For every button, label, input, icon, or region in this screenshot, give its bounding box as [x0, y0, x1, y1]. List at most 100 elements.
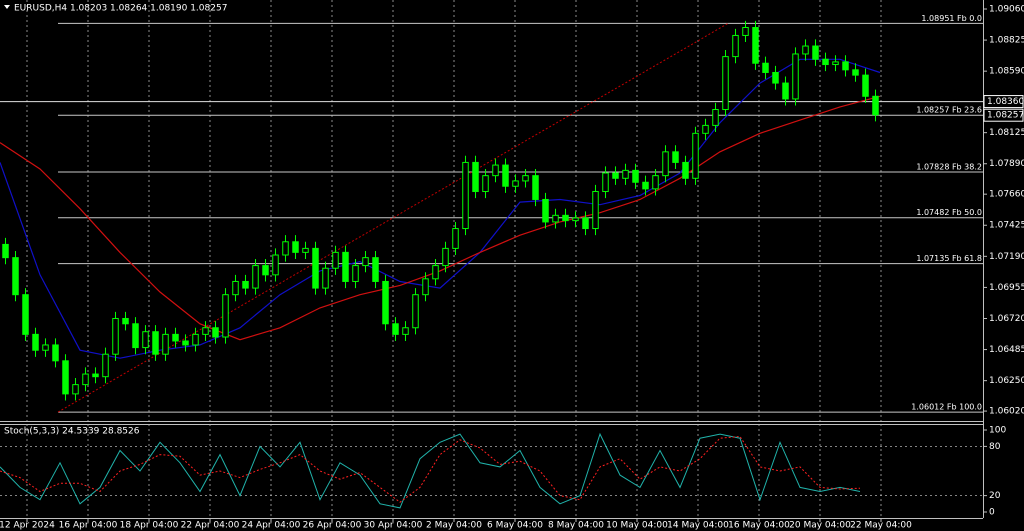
candle-body	[82, 373, 89, 386]
candle-body	[472, 161, 479, 193]
fib-label: 1.08257 Fb 23.6	[916, 106, 982, 115]
fib-label: 1.07828 Fb 38.2	[916, 162, 982, 171]
y-tick-label: 1.06720	[989, 314, 1024, 324]
y-tick-label: 1.06485	[989, 345, 1024, 355]
price-box-label: 1.08360	[987, 97, 1024, 107]
candle-body	[652, 175, 659, 190]
candle-body	[72, 384, 79, 395]
candle-body	[92, 373, 99, 378]
y-tick-label: 1.06955	[989, 283, 1024, 293]
candle-body	[242, 280, 249, 289]
candle-body	[432, 265, 439, 280]
candle-body	[62, 360, 69, 395]
candle-body	[682, 161, 689, 179]
candle-body	[502, 164, 509, 187]
candle-body	[832, 61, 839, 66]
candle-body	[172, 333, 179, 342]
candle-body	[382, 280, 389, 325]
candle-body	[712, 109, 719, 126]
candle-body	[482, 175, 489, 193]
candle-body	[42, 344, 49, 351]
y-tick-label: 1.08125	[989, 128, 1024, 138]
moving-average	[0, 58, 881, 359]
candle-body	[342, 251, 349, 282]
candle-body	[312, 247, 319, 289]
candle-body	[632, 169, 639, 183]
fib-label: 1.07135 Fb 61.8	[916, 254, 982, 263]
x-tick-label: 20 May 04:00	[789, 521, 851, 531]
candle-body	[132, 323, 139, 349]
candle-body	[702, 124, 709, 134]
candle-body	[272, 254, 279, 276]
candle-body	[122, 317, 129, 325]
candle-body	[772, 71, 779, 84]
candle-body	[12, 257, 19, 296]
candle-body	[812, 45, 819, 60]
candle-body	[22, 294, 29, 335]
y-tick-label: 80	[989, 442, 1001, 452]
y-tick-label: 1.07660	[989, 190, 1024, 200]
candle-body	[252, 265, 259, 289]
candle-body	[462, 161, 469, 230]
candle-body	[222, 294, 229, 338]
candle-body	[782, 82, 789, 100]
x-tick-label: 18 Apr 04:00	[120, 521, 179, 531]
candle-body	[512, 180, 519, 187]
candle-body	[362, 257, 369, 267]
candle-body	[692, 132, 699, 179]
candle-body	[212, 327, 219, 338]
candle-body	[282, 241, 289, 256]
candle-body	[622, 169, 629, 179]
bid-label: 1.08257	[987, 111, 1024, 121]
candle-body	[322, 267, 329, 289]
indicator-title: Stoch(5,3,3) 24.5339 28.8526	[4, 427, 140, 437]
fib-label: 1.06012 Fb 100.0	[911, 403, 982, 412]
candle-body	[562, 214, 569, 222]
candle-body	[352, 265, 359, 282]
candle-body	[612, 172, 619, 179]
chart-title: EURUSD,H4 1.08203 1.08264 1.08190 1.0825…	[14, 4, 227, 14]
candle-body	[182, 340, 189, 346]
moving-average	[0, 95, 881, 341]
y-tick-label: 20	[989, 491, 1001, 501]
x-tick-label: 16 May 04:00	[728, 521, 790, 531]
candle-body	[592, 191, 599, 230]
price-box	[983, 95, 1024, 109]
candle-body	[792, 53, 799, 100]
candle-body	[662, 151, 669, 177]
trendline	[57, 22, 729, 413]
candle-body	[422, 278, 429, 296]
y-tick-label: 0	[989, 508, 995, 518]
candle-body	[822, 58, 829, 66]
x-tick-label: 10 May 04:00	[606, 521, 668, 531]
x-tick-label: 12 Apr 2024	[0, 521, 55, 531]
y-tick-label: 100	[989, 425, 1006, 435]
candle-body	[602, 172, 609, 193]
collapse-icon[interactable]	[4, 5, 10, 9]
x-tick-label: 6 May 04:00	[487, 521, 543, 531]
x-tick-label: 26 Apr 04:00	[303, 521, 362, 531]
x-tick-label: 30 Apr 04:00	[364, 521, 423, 531]
candle-body	[332, 251, 339, 269]
x-tick-label: 22 May 04:00	[850, 521, 912, 531]
stochastic-line	[0, 432, 861, 509]
candle-body	[572, 217, 579, 222]
y-tick-label: 1.06020	[989, 407, 1024, 417]
candle-body	[542, 198, 549, 223]
candle-body	[2, 243, 9, 259]
candle-body	[582, 217, 589, 230]
candle-body	[412, 294, 419, 329]
bid-box	[983, 108, 1024, 122]
candle-body	[392, 323, 399, 335]
x-tick-label: 24 Apr 04:00	[242, 521, 301, 531]
y-tick-label: 1.09060	[989, 4, 1024, 14]
fib-label: 1.07482 Fb 50.0	[916, 208, 982, 217]
candle-body	[232, 280, 239, 296]
candle-body	[862, 74, 869, 97]
candle-body	[102, 353, 109, 378]
candle-body	[722, 56, 729, 111]
candle-body	[532, 175, 539, 200]
y-tick-label: 1.07890	[989, 159, 1024, 169]
